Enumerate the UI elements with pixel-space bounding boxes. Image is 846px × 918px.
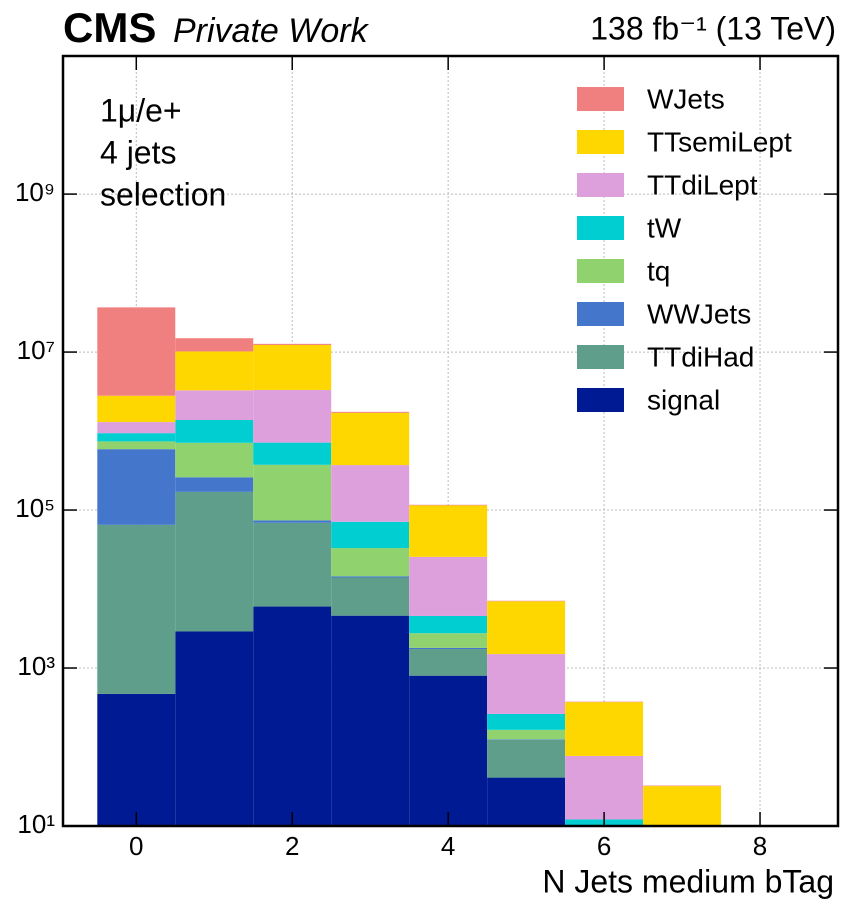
bar-segment (487, 740, 565, 778)
bar-segment (175, 443, 253, 477)
bar-segment (643, 786, 721, 787)
bar-segment (175, 420, 253, 443)
bar-segment (253, 520, 331, 522)
bar-segment (175, 631, 253, 836)
bar-segment (487, 714, 565, 730)
legend-swatch (577, 216, 624, 240)
x-axis-label: N Jets medium bTag (542, 863, 834, 899)
bar-segment (487, 601, 565, 654)
bar-segment (97, 307, 175, 395)
bar-segment (175, 351, 253, 390)
legend-label: tW (647, 212, 682, 243)
legend-label: signal (647, 384, 720, 415)
bars (97, 307, 721, 913)
bar-segment (253, 390, 331, 443)
bar-segment (331, 465, 409, 522)
bar-segment (253, 465, 331, 521)
bar-segment (409, 505, 487, 506)
luminosity: 138 fb⁻¹ (13 TeV) (590, 10, 836, 46)
x-tick-label: 4 (441, 831, 455, 861)
bar-segment (175, 477, 253, 492)
annotation: selection (100, 176, 226, 212)
bar-segment (253, 523, 331, 607)
bar-segment (409, 649, 487, 676)
bar-segment (175, 492, 253, 632)
bar-segment (97, 396, 175, 422)
x-tick-label: 8 (753, 831, 767, 861)
x-tick-label: 2 (285, 831, 299, 861)
bar-segment (97, 525, 175, 694)
bar-segment (409, 633, 487, 648)
bar-segment (97, 433, 175, 441)
annotation: 1μ/e+ (100, 92, 182, 128)
bar-segment (97, 422, 175, 433)
y-tick-label: 10¹ (17, 809, 55, 839)
legend-swatch (577, 345, 624, 369)
bar-segment (175, 338, 253, 351)
bar-segment (253, 344, 331, 345)
bar-segment (253, 607, 331, 836)
bar-segment (331, 576, 409, 577)
bar-segment (175, 390, 253, 420)
legend-swatch (577, 302, 624, 326)
bar-segment (331, 412, 409, 413)
legend-label: TTdiLept (647, 169, 758, 200)
bar-segment (487, 739, 565, 740)
bar-segment (643, 905, 721, 913)
bar-segment (253, 345, 331, 390)
bar-segment (487, 730, 565, 740)
bar-segment (331, 413, 409, 465)
legend-swatch (577, 130, 624, 154)
legend-swatch (577, 388, 624, 412)
bar-segment (565, 702, 643, 756)
legend-label: WWJets (647, 298, 751, 329)
y-tick-label: 10⁵ (15, 493, 55, 523)
bar-segment (409, 505, 487, 556)
x-tick-label: 0 (129, 831, 143, 861)
y-tick-label: 10³ (17, 651, 55, 681)
y-tick-label: 10⁹ (15, 177, 55, 207)
bar-segment (643, 786, 721, 857)
bar-segment (409, 648, 487, 649)
x-tick-label: 6 (597, 831, 611, 861)
legend-swatch (577, 87, 624, 111)
bar-segment (487, 654, 565, 714)
y-tick-label: 10⁷ (17, 335, 55, 365)
bar-segment (253, 443, 331, 465)
status: Private Work (173, 12, 370, 50)
bar-segment (331, 577, 409, 615)
legend-label: tq (647, 255, 670, 286)
experiment: CMS (63, 4, 156, 51)
legend-label: TTdiHad (647, 341, 754, 372)
bar-segment (565, 756, 643, 820)
bar-segment (97, 441, 175, 449)
annotation: 4 jets (100, 134, 176, 170)
bar-segment (331, 616, 409, 836)
legend-swatch (577, 173, 624, 197)
bar-segment (409, 676, 487, 836)
bar-segment (409, 616, 487, 633)
bar-segment (409, 557, 487, 616)
legend-label: TTsemiLept (647, 126, 792, 157)
legend-swatch (577, 259, 624, 283)
bar-segment (331, 548, 409, 576)
bar-segment (97, 449, 175, 525)
legend-label: WJets (647, 83, 725, 114)
bar-segment (331, 522, 409, 548)
